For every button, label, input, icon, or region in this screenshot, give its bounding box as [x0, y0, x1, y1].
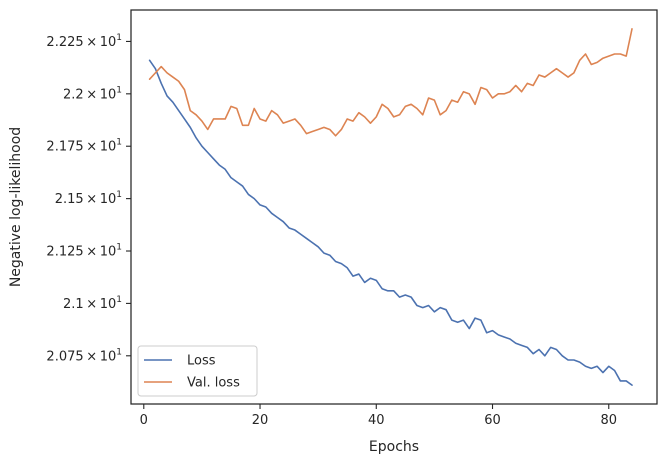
y-tick-label: 2.1 × 101: [63, 295, 122, 312]
legend-box: [137, 345, 258, 397]
legend-label: Val. loss: [187, 376, 240, 391]
series-line-0: [148, 59, 633, 386]
y-tick-label: 2.125 × 101: [46, 243, 122, 260]
y-tick-label: 2.175 × 101: [46, 138, 122, 155]
legend: Loss Val. loss: [137, 345, 258, 397]
series-group: [148, 28, 633, 386]
y-tick-label: 2.225 × 101: [46, 33, 122, 50]
x-tick-label: 20: [252, 413, 269, 428]
series-line-1: [148, 28, 633, 137]
legend-label: Loss: [187, 354, 216, 369]
y-tick-label: 2.15 × 101: [55, 190, 122, 207]
y-axis-label: Negative log-likelihood: [8, 127, 24, 287]
x-tick-label: 60: [484, 413, 501, 428]
y-axis: 2.075 × 101 2.1 × 101 2.125 × 101 2.15 × 10…: [46, 33, 131, 364]
x-tick-label: 80: [600, 413, 617, 428]
y-tick-label: 2.075 × 101: [46, 347, 122, 364]
x-axis-label: Epochs: [369, 439, 419, 455]
x-axis: 0 20 40 60 80: [140, 404, 617, 428]
y-tick-label: 2.2 × 101: [63, 85, 122, 102]
x-tick-label: 0: [140, 413, 148, 428]
plot-frame: [130, 9, 658, 405]
x-tick-label: 40: [368, 413, 385, 428]
